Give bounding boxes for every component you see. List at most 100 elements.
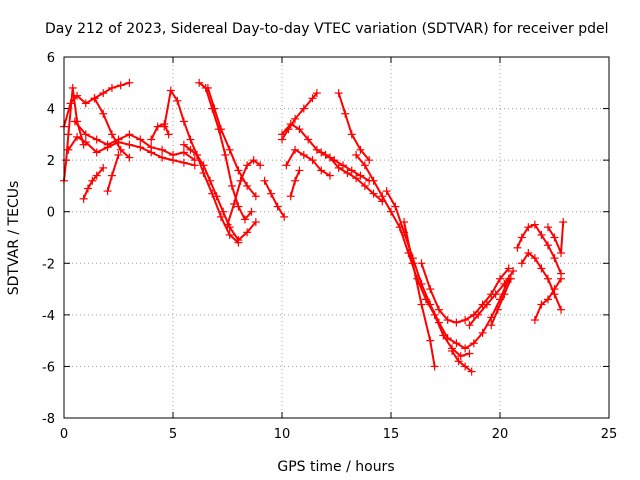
data-series [60, 78, 568, 376]
data-point [251, 218, 260, 227]
data-point [243, 161, 252, 170]
data-point [334, 89, 343, 98]
data-point [99, 89, 108, 98]
data-point [212, 192, 221, 201]
data-point [304, 135, 313, 144]
x-tick-label: 10 [274, 427, 291, 442]
data-point [107, 171, 116, 180]
x-tick-label: 0 [60, 427, 68, 442]
series-arc-7 [103, 150, 123, 196]
data-point [206, 176, 215, 185]
series-line [337, 92, 371, 162]
data-point [325, 153, 334, 162]
data-point [295, 166, 304, 175]
data-point [267, 189, 276, 198]
data-point [417, 300, 426, 309]
data-point [530, 316, 539, 325]
x-tick-label: 5 [169, 427, 177, 442]
data-point [219, 207, 228, 216]
data-point [347, 166, 356, 175]
series-arc-6 [90, 94, 134, 162]
data-point [116, 81, 125, 90]
data-point [461, 344, 470, 353]
data-point [452, 339, 461, 348]
data-point [352, 150, 361, 159]
series-arc-4 [70, 117, 199, 165]
data-point [474, 310, 483, 319]
data-point [509, 267, 518, 276]
data-point [443, 316, 452, 325]
series-arc-27 [487, 274, 515, 330]
series-arc-11 [195, 78, 256, 224]
data-point [125, 78, 134, 87]
data-point [504, 264, 513, 273]
data-point [339, 161, 348, 170]
data-point [317, 148, 326, 157]
data-point [426, 285, 435, 294]
data-point [164, 130, 173, 139]
tick-labels: 0 5 10 15 20 25 -8 -6 -4 -2 0 2 4 6 [42, 51, 617, 442]
y-tick-label: 4 [47, 103, 55, 118]
data-point [221, 150, 230, 159]
data-point [225, 145, 234, 154]
y-axis-label: SDTVAR / TECUs [6, 181, 22, 296]
series-line [516, 223, 562, 275]
series-arc-13 [223, 156, 265, 229]
data-point [448, 346, 457, 355]
x-axis-label: GPS time / hours [277, 459, 394, 475]
data-point [158, 153, 167, 162]
data-point [186, 145, 195, 154]
data-point [543, 241, 552, 250]
data-point [99, 163, 108, 172]
y-tick-label: 0 [47, 206, 55, 221]
data-point [295, 125, 304, 134]
data-point [216, 125, 225, 134]
data-point [234, 236, 243, 245]
data-point [203, 83, 212, 92]
series-line [285, 148, 331, 177]
data-point [216, 212, 225, 221]
series-line [106, 154, 120, 193]
data-point [68, 83, 77, 92]
series-line [206, 86, 257, 198]
data-point [434, 318, 443, 327]
data-point [308, 94, 317, 103]
series-arc-30 [530, 274, 566, 325]
series-arc-26 [465, 267, 518, 330]
data-point [179, 158, 188, 167]
series-arc-18 [286, 166, 304, 201]
data-point [467, 367, 476, 376]
data-point [83, 184, 92, 193]
axis-ticks [63, 56, 610, 419]
data-point [273, 202, 282, 211]
data-point [513, 243, 522, 252]
data-point [223, 220, 232, 229]
data-point [192, 150, 201, 159]
data-point [62, 156, 71, 165]
x-tick-label: 25 [601, 427, 618, 442]
data-point [243, 228, 252, 237]
data-point [496, 274, 504, 283]
data-point [81, 99, 90, 108]
series-line [73, 120, 196, 162]
series-arc-29 [517, 248, 566, 314]
data-point [557, 248, 566, 257]
data-point [125, 153, 134, 162]
data-point [234, 166, 243, 175]
data-point [147, 143, 156, 152]
data-point [92, 135, 101, 144]
data-point [158, 145, 167, 154]
data-point [456, 352, 465, 361]
data-point [81, 138, 90, 147]
data-point [352, 174, 361, 183]
series-line [547, 221, 565, 254]
data-point [299, 150, 308, 159]
data-point [452, 318, 461, 327]
data-point [550, 285, 559, 294]
series-arc-14 [260, 176, 289, 221]
series-line [320, 151, 384, 203]
series-arc-20 [334, 89, 374, 165]
data-point [524, 248, 533, 257]
data-point [64, 145, 73, 154]
data-point [557, 274, 566, 283]
